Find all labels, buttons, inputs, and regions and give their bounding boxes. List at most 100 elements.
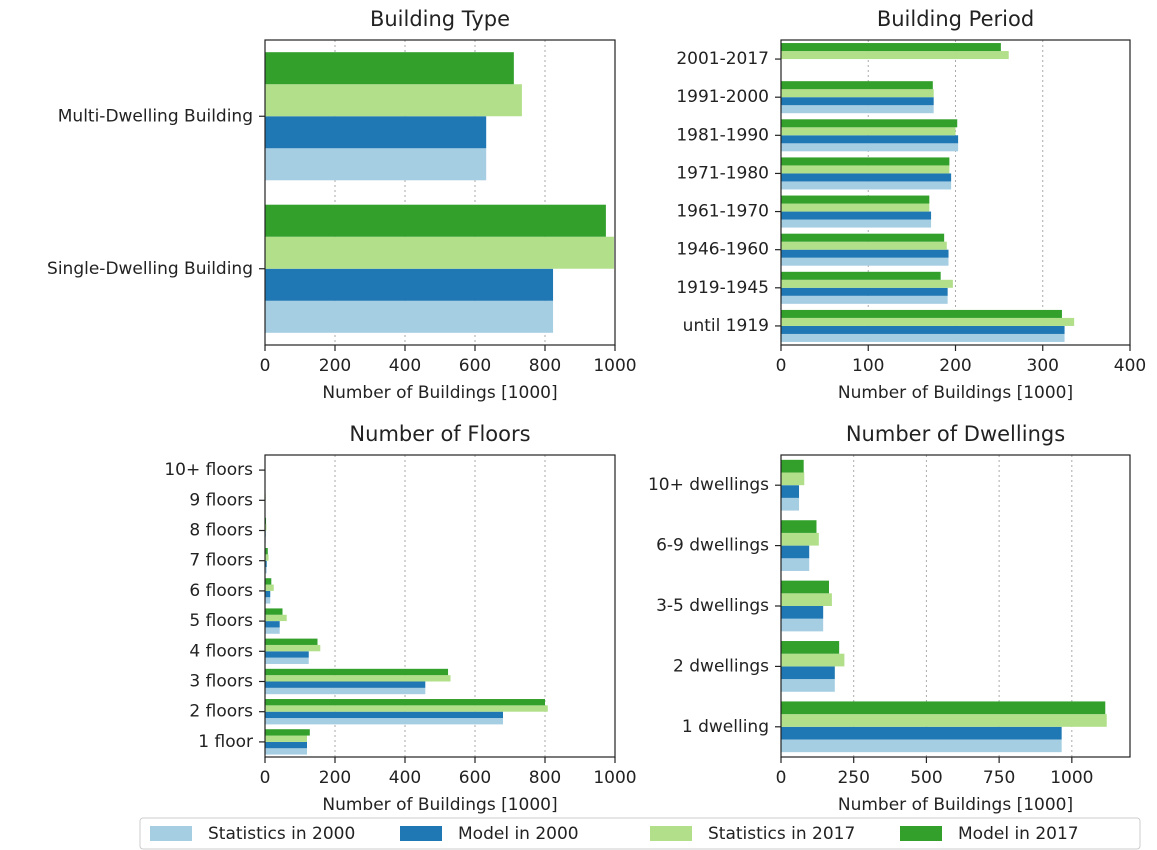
bar [781, 97, 934, 106]
legend-frame [139, 817, 1141, 850]
bar [781, 89, 934, 98]
bar [265, 741, 307, 749]
x-tick-label: 250 [837, 768, 869, 788]
bar [781, 317, 1075, 326]
bar [781, 580, 829, 594]
bar [781, 43, 1001, 52]
bar [265, 567, 267, 574]
bar [781, 739, 1062, 753]
bar [781, 532, 819, 546]
bar [265, 116, 487, 149]
bar [265, 699, 545, 706]
bar [781, 81, 933, 90]
x-tick-label: 600 [459, 356, 491, 376]
bar [265, 52, 514, 85]
bar [265, 735, 307, 742]
bar [265, 560, 267, 568]
x-axis-label: Number of Buildings [1000] [322, 795, 557, 815]
legend-label: Statistics in 2000 [208, 824, 355, 844]
bar [781, 472, 805, 486]
bar [781, 165, 950, 174]
bar [781, 211, 932, 220]
x-axis-label: Number of Buildings [1000] [322, 383, 557, 403]
x-axis-label: Number of Buildings [1000] [838, 795, 1073, 815]
bar [781, 271, 941, 280]
bar [781, 666, 835, 680]
x-tick-label: 800 [529, 356, 561, 376]
x-tick-label: 400 [1114, 356, 1146, 376]
y-tick-label: 3-5 dwellings [656, 596, 769, 616]
y-tick-label: 10+ dwellings [648, 475, 769, 495]
legend-label: Model in 2000 [458, 824, 579, 844]
bar [265, 718, 503, 725]
bar [781, 249, 949, 258]
bar [781, 545, 810, 559]
legend-label: Statistics in 2017 [708, 824, 855, 844]
bar [781, 143, 959, 152]
bar [781, 181, 952, 190]
bar [781, 497, 800, 511]
bar [781, 157, 950, 166]
y-tick-label: 6 floors [189, 581, 253, 601]
bar [781, 279, 953, 288]
x-tick-label: 500 [910, 768, 942, 788]
x-tick-label: 1000 [1050, 768, 1093, 788]
bar [781, 119, 958, 128]
bar [781, 701, 1106, 715]
bar [781, 127, 956, 136]
bar [265, 204, 606, 237]
bar [781, 219, 932, 228]
bar [781, 520, 817, 533]
y-tick-label: 5 floors [189, 611, 253, 631]
bar [781, 241, 947, 250]
legend-swatch [400, 826, 442, 841]
bar [265, 268, 554, 301]
bar [265, 687, 426, 695]
bar [265, 644, 321, 652]
x-tick-label: 300 [1027, 356, 1059, 376]
y-tick-label: until 1919 [683, 316, 769, 336]
x-tick-label: 0 [260, 768, 271, 788]
x-tick-label: 1000 [593, 768, 636, 788]
bar [781, 203, 930, 212]
bar [781, 606, 824, 619]
y-tick-label: 2001-2017 [676, 49, 769, 69]
bar [781, 135, 959, 144]
y-tick-label: 1946-1960 [676, 240, 769, 260]
x-axis-label: Number of Buildings [1000] [838, 383, 1073, 403]
bar [781, 295, 948, 304]
legend-swatch [900, 826, 942, 841]
bar [265, 638, 318, 645]
bar [781, 333, 1065, 342]
bar [265, 524, 267, 531]
y-tick-label: 1991-2000 [676, 87, 769, 107]
chart-title: Building Period [877, 7, 1034, 31]
bar [781, 325, 1065, 334]
bar [265, 657, 309, 664]
bar [781, 105, 934, 114]
y-tick-label: 1961-1970 [676, 202, 769, 222]
bar [265, 554, 269, 561]
y-tick-label: 1981-1990 [676, 125, 769, 145]
y-tick-label: 4 floors [189, 641, 253, 661]
bar [265, 729, 310, 736]
bar [265, 236, 614, 269]
y-tick-label: 2 dwellings [673, 656, 769, 676]
bar [265, 614, 287, 622]
x-tick-label: 200 [939, 356, 971, 376]
bar [265, 681, 426, 688]
y-tick-label: 3 floors [189, 672, 253, 692]
bar [265, 627, 280, 634]
bar [265, 608, 283, 615]
plot-frame [780, 454, 1131, 758]
bar [781, 618, 824, 632]
legend-swatch [650, 826, 692, 841]
x-tick-label: 750 [983, 768, 1015, 788]
bar [781, 257, 949, 266]
x-tick-label: 200 [319, 768, 351, 788]
bar [781, 641, 840, 654]
bar [781, 558, 810, 571]
chart-title: Number of Dwellings [846, 422, 1065, 446]
bar [781, 309, 1062, 318]
x-tick-label: 0 [260, 356, 271, 376]
